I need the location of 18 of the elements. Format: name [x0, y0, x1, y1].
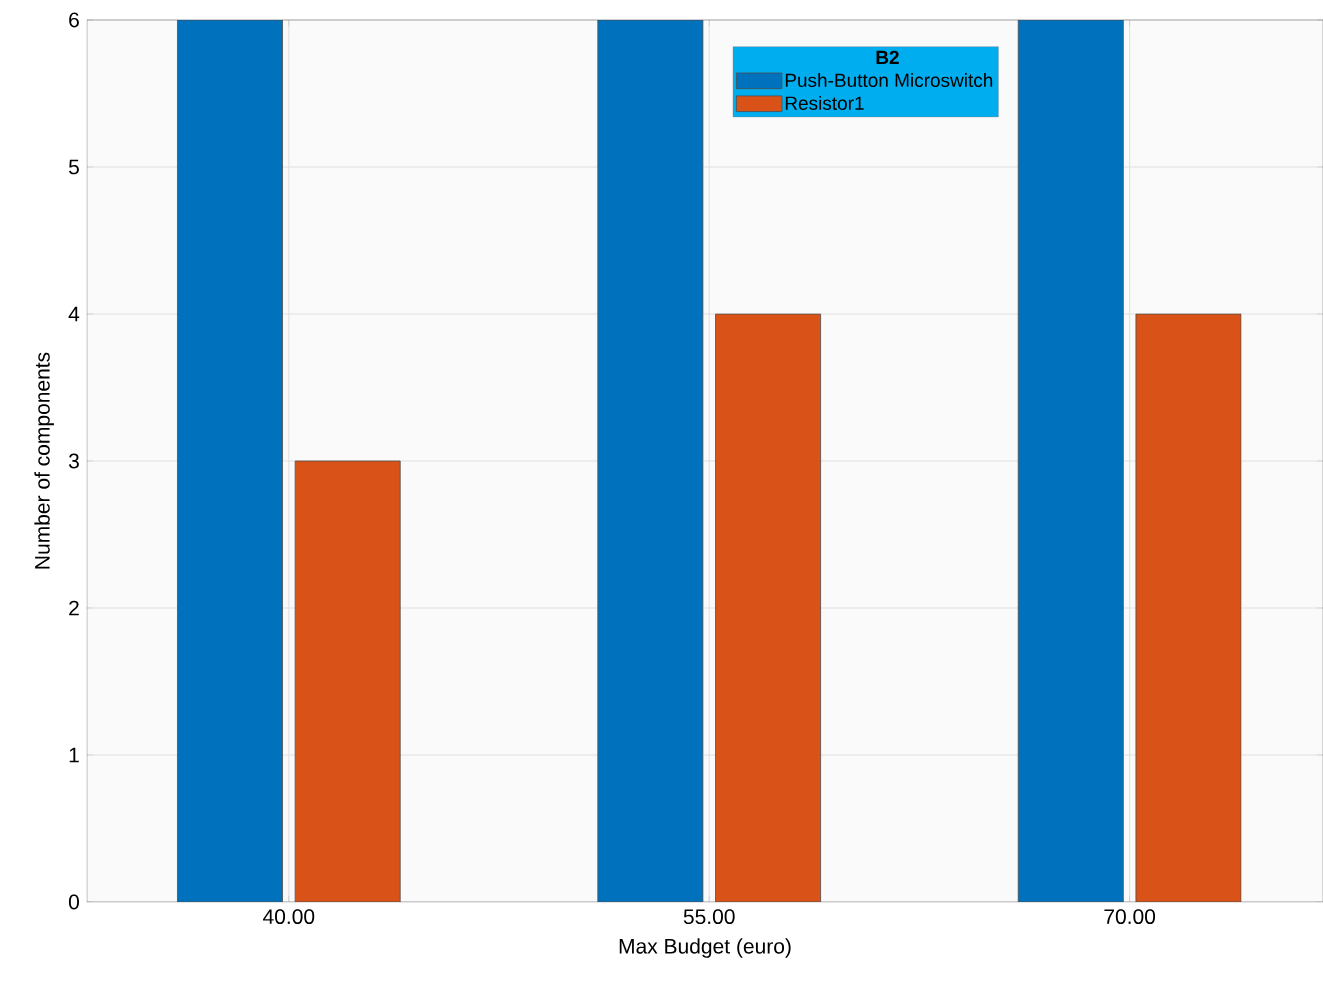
- y-axis-title: Number of components: [34, 352, 54, 569]
- y-tick-label: 1: [69, 747, 79, 763]
- y-tick-label: 0: [68, 894, 79, 910]
- legend-label: Push-Button Microswitch: [785, 73, 993, 88]
- y-tick-label: 5: [68, 159, 79, 175]
- y-tick-label: 3: [68, 453, 79, 469]
- x-axis-title: Max Budget (euro): [619, 938, 791, 958]
- y-tick-label: 4: [68, 306, 80, 322]
- bar: [715, 313, 822, 902]
- legend-title: B2: [876, 50, 899, 64]
- bar: [294, 460, 401, 902]
- x-tick-label: 70.00: [1104, 909, 1156, 925]
- y-tick-label: 2: [69, 600, 79, 616]
- x-tick-label: 40.00: [263, 909, 315, 925]
- legend-label: Resistor1: [785, 95, 864, 110]
- bar: [1135, 313, 1242, 902]
- x-tick-label: 55.00: [683, 909, 735, 925]
- y-tick-label: 6: [69, 12, 79, 28]
